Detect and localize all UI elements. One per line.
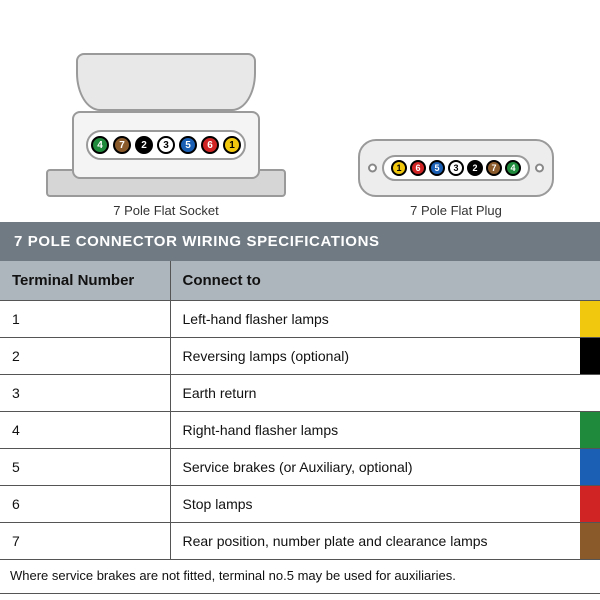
table-row: 7Rear position, number plate and clearan… — [0, 523, 600, 560]
plug-pin-row: 1653274 — [382, 155, 530, 181]
table-row: 6Stop lamps — [0, 486, 600, 523]
terminal-number: 4 — [0, 412, 170, 449]
wire-color-swatch — [580, 486, 600, 523]
wire-color-swatch — [580, 449, 600, 486]
wire-color-swatch — [580, 412, 600, 449]
col-swatch — [580, 261, 600, 301]
terminal-number: 3 — [0, 375, 170, 412]
connector-diagrams: 4723561 7 Pole Flat Socket 1653274 7 Pol… — [0, 0, 600, 222]
connect-to: Rear position, number plate and clearanc… — [170, 523, 580, 560]
plug-screw-right — [535, 164, 544, 173]
plug-screw-left — [368, 164, 377, 173]
connect-to: Reversing lamps (optional) — [170, 338, 580, 375]
pin-3: 3 — [157, 136, 175, 154]
pin-4: 4 — [91, 136, 109, 154]
connect-to: Earth return — [170, 375, 580, 412]
pin-7: 7 — [113, 136, 131, 154]
pin-5: 5 — [179, 136, 197, 154]
spec-title: 7 POLE CONNECTOR WIRING SPECIFICATIONS — [0, 222, 600, 261]
pin-7: 7 — [486, 160, 502, 176]
table-row: 5Service brakes (or Auxiliary, optional) — [0, 449, 600, 486]
table-row: 4Right-hand flasher lamps — [0, 412, 600, 449]
table-row: 2Reversing lamps (optional) — [0, 338, 600, 375]
terminal-number: 2 — [0, 338, 170, 375]
pin-1: 1 — [391, 160, 407, 176]
socket-diagram: 4723561 7 Pole Flat Socket — [46, 53, 286, 218]
plug-drawing: 1653274 — [358, 139, 554, 197]
pin-1: 1 — [223, 136, 241, 154]
col-terminal: Terminal Number — [0, 261, 170, 301]
socket-caption: 7 Pole Flat Socket — [113, 203, 219, 218]
connect-to: Stop lamps — [170, 486, 580, 523]
table-row: 1Left-hand flasher lamps — [0, 301, 600, 338]
socket-face: 4723561 — [72, 111, 260, 179]
pin-2: 2 — [135, 136, 153, 154]
wire-color-swatch — [580, 523, 600, 560]
col-connect: Connect to — [170, 261, 580, 301]
pin-4: 4 — [505, 160, 521, 176]
connect-to: Service brakes (or Auxiliary, optional) — [170, 449, 580, 486]
spec-table: Terminal Number Connect to 1Left-hand fl… — [0, 261, 600, 560]
wire-color-swatch — [580, 338, 600, 375]
terminal-number: 5 — [0, 449, 170, 486]
pin-3: 3 — [448, 160, 464, 176]
table-row: 3Earth return — [0, 375, 600, 412]
pin-5: 5 — [429, 160, 445, 176]
terminal-number: 6 — [0, 486, 170, 523]
socket-lid — [76, 53, 256, 111]
socket-pin-row: 4723561 — [86, 130, 246, 160]
terminal-number: 1 — [0, 301, 170, 338]
connect-to: Left-hand flasher lamps — [170, 301, 580, 338]
wire-color-swatch — [580, 301, 600, 338]
plug-diagram: 1653274 7 Pole Flat Plug — [358, 139, 554, 218]
wire-color-swatch — [580, 375, 600, 412]
pin-6: 6 — [410, 160, 426, 176]
pin-2: 2 — [467, 160, 483, 176]
pin-6: 6 — [201, 136, 219, 154]
plug-caption: 7 Pole Flat Plug — [410, 203, 502, 218]
terminal-number: 7 — [0, 523, 170, 560]
socket-drawing: 4723561 — [46, 53, 286, 197]
socket-body: 4723561 — [46, 105, 286, 197]
spec-footnote: Where service brakes are not fitted, ter… — [0, 560, 600, 594]
connect-to: Right-hand flasher lamps — [170, 412, 580, 449]
